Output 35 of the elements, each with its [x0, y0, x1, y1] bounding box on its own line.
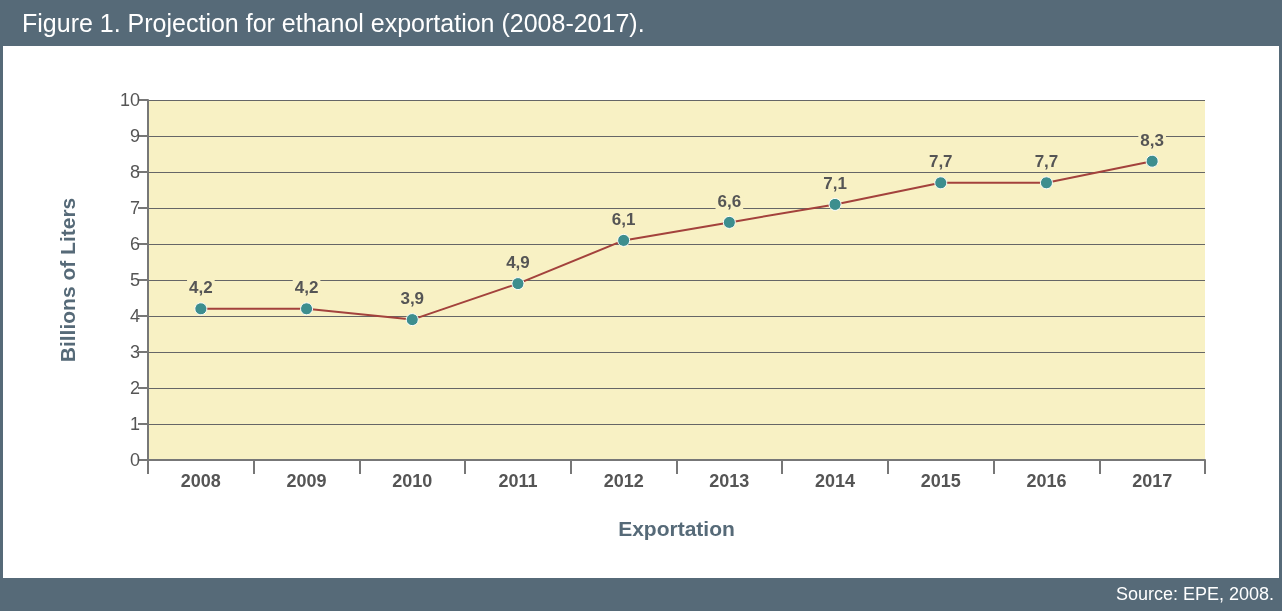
y-tick-label: 10	[119, 90, 140, 110]
data-label: 7,1	[823, 173, 847, 193]
y-tick-label: 2	[129, 378, 140, 398]
data-label: 3,9	[400, 289, 425, 309]
y-tick-label: 1	[129, 414, 140, 434]
data-label: 6,6	[717, 191, 742, 211]
data-label: 8,3	[1140, 130, 1164, 150]
data-label: 4,2	[189, 278, 213, 298]
source-note: Source: EPE, 2008.	[0, 578, 1282, 611]
y-tick-label: 4	[129, 306, 140, 326]
data-label: 6,1	[611, 209, 636, 229]
x-tick-label: 2013	[709, 471, 750, 491]
x-tick-label: 2014	[815, 471, 856, 491]
data-label: 4,2	[294, 278, 319, 298]
y-tick-label: 5	[129, 270, 140, 290]
data-label: 7,7	[1034, 152, 1059, 172]
x-tick-label: 2010	[392, 471, 433, 491]
x-tick-label: 2012	[603, 471, 644, 491]
x-tick-label: 2008	[180, 471, 221, 491]
chart-title: Figure 1. Projection for ethanol exportation (2008-2017).	[0, 0, 1282, 46]
y-tick-label: 9	[129, 126, 140, 146]
y-tick-label: 7	[129, 198, 140, 218]
y-tick-label: 6	[129, 234, 140, 254]
y-tick-label: 0	[129, 450, 140, 470]
x-tick-label: 2009	[286, 471, 327, 491]
x-axis-title: Exportation	[618, 517, 735, 540]
x-tick-label: 2016	[1026, 471, 1067, 491]
data-label: 4,9	[506, 253, 530, 273]
data-label: 7,7	[928, 152, 953, 172]
y-axis-title: Billions of Liters	[56, 197, 79, 363]
y-tick-label: 8	[129, 162, 140, 182]
x-tick-label: 2017	[1132, 471, 1173, 491]
x-tick-label: 2011	[498, 471, 538, 491]
y-tick-label: 3	[129, 342, 140, 362]
x-tick-label: 2015	[920, 471, 961, 491]
